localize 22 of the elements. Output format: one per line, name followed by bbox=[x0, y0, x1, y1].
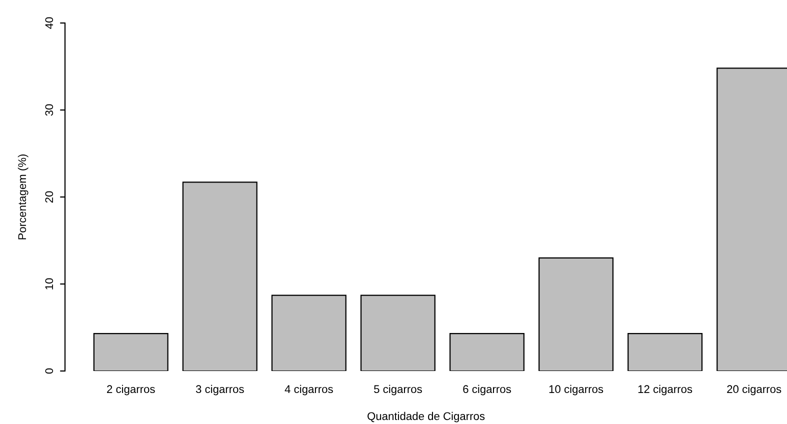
x-tick-label: 10 cigarros bbox=[549, 384, 604, 396]
x-tick-label: 12 cigarros bbox=[638, 384, 692, 396]
y-tick-label: 20 bbox=[45, 191, 54, 203]
bar bbox=[271, 294, 346, 371]
x-tick-label: 20 cigarros bbox=[727, 384, 782, 396]
bar bbox=[628, 333, 703, 371]
x-tick-label: 6 cigarros bbox=[463, 384, 511, 396]
x-tick-label: 5 cigarros bbox=[374, 384, 422, 396]
bar bbox=[93, 333, 168, 371]
y-tick-label: 40 bbox=[45, 17, 54, 29]
x-tick-label: 2 cigarros bbox=[107, 384, 155, 396]
y-tick-label: 30 bbox=[45, 104, 54, 116]
x-axis-title: Quantidade de Cigarros bbox=[368, 412, 485, 422]
bar bbox=[182, 182, 258, 371]
y-tick-label: 10 bbox=[45, 278, 54, 290]
x-tick-label: 4 cigarros bbox=[284, 384, 333, 396]
bar bbox=[449, 333, 524, 371]
bar bbox=[538, 257, 614, 371]
y-tick-label: 0 bbox=[45, 368, 54, 374]
x-tick-label: 3 cigarros bbox=[196, 384, 244, 396]
bar bbox=[360, 294, 436, 371]
y-axis-title: Porcentagem (%) bbox=[18, 154, 28, 240]
